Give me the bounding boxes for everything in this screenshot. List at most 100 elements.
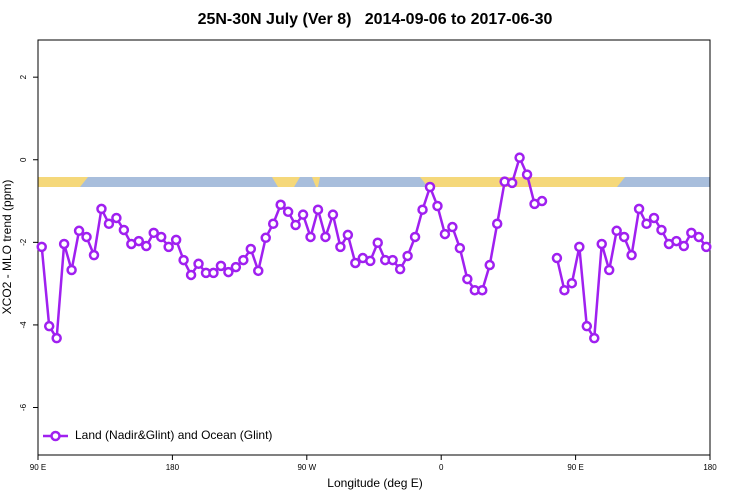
data-point <box>342 229 354 241</box>
data-point <box>58 238 70 250</box>
data-point <box>350 257 361 269</box>
land-band <box>312 177 320 187</box>
data-point <box>477 284 488 296</box>
data-point <box>305 231 316 243</box>
data-point <box>402 250 413 262</box>
data-point <box>73 225 85 237</box>
y-tick-label: -2 <box>19 238 28 246</box>
data-point <box>223 266 234 278</box>
y-tick-label: -4 <box>19 321 28 329</box>
data-point <box>439 228 451 240</box>
data-point <box>178 254 189 266</box>
x-tick-label: 180 <box>166 463 180 472</box>
data-point <box>678 240 690 252</box>
data-point <box>693 231 705 243</box>
data-point <box>633 203 645 215</box>
data-point <box>596 238 607 250</box>
x-tick-label: 90 E <box>567 463 583 472</box>
data-point <box>118 224 130 236</box>
data-point <box>521 169 533 180</box>
data-point <box>335 241 346 253</box>
data-point <box>267 218 279 230</box>
data-point <box>111 212 122 224</box>
land-band <box>272 177 300 187</box>
data-point <box>320 231 331 243</box>
data-point <box>215 260 227 272</box>
data-point <box>432 200 443 212</box>
data-point <box>96 203 107 215</box>
data-point <box>163 241 174 253</box>
data-point <box>671 235 682 247</box>
data-point <box>626 249 637 261</box>
data-point <box>656 224 667 236</box>
data-point <box>253 265 264 277</box>
data-point <box>51 332 62 344</box>
data-point <box>103 218 115 230</box>
land-band <box>38 177 88 187</box>
land-ocean-band <box>38 177 710 187</box>
data-point <box>514 152 525 163</box>
data-point <box>618 231 630 243</box>
data-point <box>394 263 406 275</box>
data-point <box>36 241 47 253</box>
data-point <box>312 204 324 215</box>
data-point <box>148 227 159 239</box>
legend-marker <box>50 430 61 442</box>
data-point <box>611 225 622 237</box>
data-point <box>641 218 652 230</box>
data-point <box>88 249 100 261</box>
data-point <box>701 241 712 253</box>
data-point <box>282 206 294 218</box>
data-point <box>81 231 92 243</box>
y-tick-label: -6 <box>19 403 28 411</box>
data-point <box>133 235 145 247</box>
data-point <box>603 264 615 276</box>
data-point <box>387 254 398 266</box>
data-point <box>193 258 204 270</box>
data-point <box>559 284 570 296</box>
data-point <box>574 241 585 253</box>
x-tick-label: 90 W <box>297 463 316 472</box>
data-point <box>417 204 428 215</box>
data-point <box>566 277 578 289</box>
data-point <box>365 255 376 267</box>
data-point <box>648 212 660 224</box>
data-point <box>245 243 257 255</box>
y-tick-label: 0 <box>19 157 28 162</box>
data-point <box>327 209 339 220</box>
data-point <box>454 242 466 254</box>
data-point <box>230 261 242 273</box>
data-point <box>506 177 518 189</box>
x-axis-label: Longitude (deg E) <box>327 476 422 490</box>
data-point <box>372 237 383 249</box>
data-point <box>686 227 697 239</box>
data-point <box>536 195 548 207</box>
data-point <box>424 181 436 193</box>
data-point <box>581 320 593 332</box>
ocean-band <box>38 177 710 187</box>
data-point <box>170 234 182 246</box>
y-axis-label: XCO2 - MLO trend (ppm) <box>0 180 14 315</box>
y-tick-label: 2 <box>19 74 28 79</box>
data-point <box>447 221 458 233</box>
data-point <box>297 209 309 220</box>
data-point <box>275 199 286 211</box>
data-point <box>208 267 219 279</box>
x-tick-label: 90 E <box>30 463 46 472</box>
data-point <box>260 232 271 244</box>
data-point <box>551 252 563 264</box>
legend-label: Land (Nadir&Glint) and Ocean (Glint) <box>75 428 272 442</box>
data-point <box>484 259 495 271</box>
data-point <box>409 231 421 243</box>
data-point <box>185 269 197 281</box>
x-tick-label: 180 <box>703 463 717 472</box>
data-point <box>290 219 301 231</box>
plot-frame <box>37 39 711 456</box>
data-point <box>238 254 249 266</box>
chart-title: 25N-30N July (Ver 8) 2014-09-06 to 2017-… <box>198 11 553 28</box>
data-point <box>141 240 152 252</box>
data-point <box>66 264 77 276</box>
data-point <box>589 332 600 344</box>
data-point <box>155 231 167 243</box>
